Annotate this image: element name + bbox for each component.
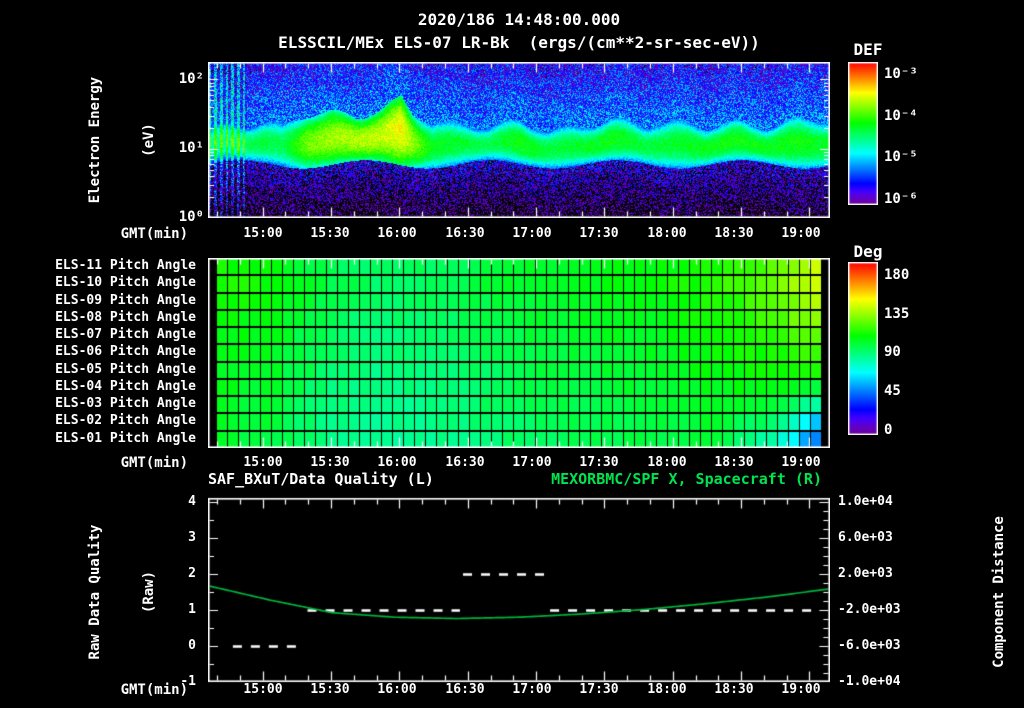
x-tick-label: 16:00 [377, 226, 417, 241]
x-tick-label: 19:00 [781, 226, 821, 241]
right-y-tick-label: -2.0e+03 [838, 602, 901, 617]
x-tick-label: 15:30 [310, 226, 350, 241]
colorbar-def-title: DEF [853, 40, 883, 59]
colorbar-tick-label: 10⁻⁶ [884, 191, 918, 207]
ylabel-line: Component Distance [991, 516, 1007, 668]
x-tick-label: 17:30 [579, 682, 619, 697]
x-axis-label: GMT(min) [120, 682, 188, 698]
x-axis-label: GMT(min) [120, 226, 188, 242]
timeseries-left-title: SAF_BXuT/Data Quality (L) [208, 470, 434, 488]
timeseries-left-y-axis-label: Raw Data Quality (Raw) [50, 502, 157, 682]
timeseries-right-y-axis-label: Component Distance (km) [954, 502, 1007, 682]
pitch-row-label: ELS-02 Pitch Angle [55, 413, 196, 428]
pitch-angle-canvas [208, 258, 830, 448]
x-tick-label: 19:00 [781, 455, 821, 470]
x-tick-label: 16:30 [445, 226, 485, 241]
colorbar-tick-label: 10⁻⁵ [884, 149, 918, 165]
def-colorbar [848, 62, 878, 205]
right-y-tick-label: 6.0e+03 [838, 530, 893, 545]
pitch-row-label: ELS-06 Pitch Angle [55, 344, 196, 359]
x-tick-label: 19:00 [781, 682, 821, 697]
x-tick-label: 18:30 [714, 682, 754, 697]
spectrogram-title: ELSSCIL/MEx ELS-07 LR-Bk (ergs/(cm**2-sr… [278, 33, 760, 52]
x-tick-label: 15:00 [243, 455, 283, 470]
left-y-tick-label: -1 [180, 674, 196, 689]
left-y-tick-label: 4 [188, 494, 196, 509]
right-y-tick-label: 1.0e+04 [838, 494, 893, 509]
pitch-row-label: ELS-11 Pitch Angle [55, 258, 196, 273]
pitch-row-label: ELS-10 Pitch Angle [55, 275, 196, 290]
pitch-row-label: ELS-09 Pitch Angle [55, 293, 196, 308]
pitch-row-label: ELS-05 Pitch Angle [55, 362, 196, 377]
x-tick-label: 16:30 [445, 682, 485, 697]
y-tick-label: 10² [178, 71, 204, 87]
x-axis-label: GMT(min) [120, 455, 188, 471]
x-tick-label: 15:00 [243, 226, 283, 241]
pitch-row-label: ELS-08 Pitch Angle [55, 310, 196, 325]
left-y-tick-label: 0 [188, 638, 196, 653]
ylabel-units: (eV) [141, 123, 157, 157]
y-tick-label: 10⁰ [178, 209, 204, 225]
deg-colorbar [848, 262, 878, 435]
colorbar-tick-label: 180 [884, 267, 910, 283]
x-tick-label: 18:30 [714, 226, 754, 241]
ylabel-line: Raw Data Quality [87, 524, 103, 660]
x-tick-label: 18:00 [647, 682, 687, 697]
timeseries-canvas [208, 496, 830, 688]
x-tick-label: 18:00 [647, 226, 687, 241]
timeseries-right-title: MEXORBMC/SPF X, Spacecraft (R) [551, 470, 822, 488]
x-tick-label: 17:30 [579, 455, 619, 470]
right-y-tick-label: 2.0e+03 [838, 566, 893, 581]
ylabel-units: (Raw) [141, 570, 157, 614]
left-y-tick-label: 3 [188, 530, 196, 545]
x-tick-label: 16:00 [377, 682, 417, 697]
spectrogram-y-axis-label: Electron Energy (eV) [50, 50, 157, 230]
colorbar-tick-label: 90 [884, 344, 901, 360]
colorbar-tick-label: 45 [884, 383, 901, 399]
x-tick-label: 18:00 [647, 455, 687, 470]
x-tick-label: 16:00 [377, 455, 417, 470]
pitch-row-label: ELS-07 Pitch Angle [55, 327, 196, 342]
x-tick-label: 17:00 [512, 682, 552, 697]
x-tick-label: 18:30 [714, 455, 754, 470]
pitch-row-label: ELS-03 Pitch Angle [55, 396, 196, 411]
spectrogram-canvas [208, 62, 830, 218]
x-tick-label: 17:30 [579, 226, 619, 241]
pitch-row-label: ELS-04 Pitch Angle [55, 379, 196, 394]
right-y-tick-label: -6.0e+03 [838, 638, 901, 653]
x-tick-label: 16:30 [445, 455, 485, 470]
colorbar-tick-label: 10⁻⁴ [884, 108, 918, 124]
x-tick-label: 15:30 [310, 682, 350, 697]
right-y-tick-label: -1.0e+04 [838, 674, 901, 689]
colorbar-tick-label: 0 [884, 422, 893, 438]
colorbar-tick-label: 10⁻³ [884, 66, 918, 82]
left-y-tick-label: 2 [188, 566, 196, 581]
x-tick-label: 15:30 [310, 455, 350, 470]
left-y-tick-label: 1 [188, 602, 196, 617]
pitch-row-label: ELS-01 Pitch Angle [55, 431, 196, 446]
y-tick-label: 10¹ [178, 140, 204, 156]
timestamp-title: 2020/186 14:48:00.000 [417, 10, 621, 29]
x-tick-label: 17:00 [512, 455, 552, 470]
ylabel-line: Electron Energy [87, 76, 103, 204]
x-tick-label: 17:00 [512, 226, 552, 241]
colorbar-deg-title: Deg [853, 242, 883, 261]
colorbar-tick-label: 135 [884, 306, 910, 322]
x-tick-label: 15:00 [243, 682, 283, 697]
